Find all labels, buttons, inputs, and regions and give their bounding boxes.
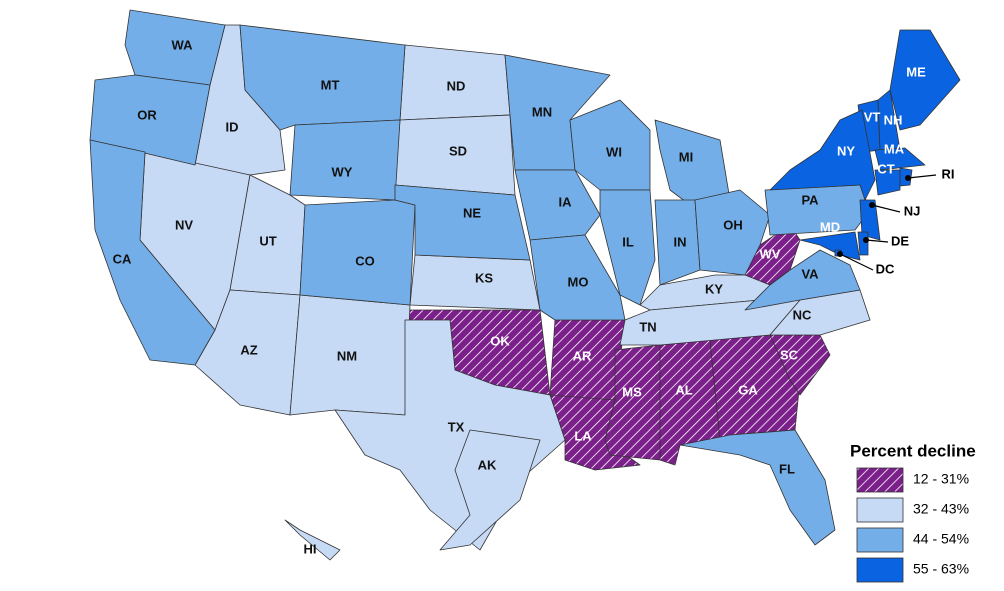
state-label: IA bbox=[559, 194, 573, 209]
state-label: ID bbox=[226, 119, 239, 134]
state-label: AL bbox=[675, 382, 692, 397]
state-label: OR bbox=[137, 107, 157, 122]
legend-title: Percent decline bbox=[850, 441, 976, 460]
state-label: NJ bbox=[904, 203, 921, 218]
state-label: SD bbox=[449, 143, 467, 158]
callout-line bbox=[865, 239, 889, 243]
state-label: MN bbox=[532, 104, 552, 119]
state-label: NH bbox=[884, 112, 903, 127]
state bbox=[599, 189, 656, 306]
state-label: NV bbox=[175, 217, 193, 232]
state-label: ND bbox=[447, 78, 466, 93]
legend-label: 12 - 31% bbox=[913, 471, 969, 487]
state bbox=[874, 169, 901, 196]
state bbox=[679, 429, 836, 546]
state-label: FL bbox=[779, 461, 795, 476]
state bbox=[857, 231, 869, 256]
callout-line bbox=[871, 204, 901, 213]
legend: 12 - 31% 32 - 43% 44 - 54% 55 - 63% bbox=[856, 467, 969, 583]
state bbox=[514, 169, 601, 241]
callout-line bbox=[907, 174, 937, 179]
state-label: HI bbox=[304, 541, 317, 556]
state bbox=[299, 199, 416, 306]
state-label: RI bbox=[942, 166, 955, 181]
state-label: ME bbox=[906, 64, 926, 79]
state-label: WA bbox=[172, 37, 194, 52]
state-label: IN bbox=[674, 234, 687, 249]
state-label: MD bbox=[820, 219, 840, 234]
state bbox=[289, 119, 401, 201]
state-label: SC bbox=[780, 347, 799, 362]
state-label: AZ bbox=[240, 342, 257, 357]
state-label: DE bbox=[891, 233, 909, 248]
state-label: KS bbox=[475, 270, 493, 285]
state-label: WV bbox=[760, 246, 781, 261]
state-label: KY bbox=[705, 281, 723, 296]
legend-label: 44 - 54% bbox=[913, 531, 969, 547]
state-label: NY bbox=[837, 143, 855, 158]
state bbox=[859, 199, 881, 241]
state-label: CO bbox=[355, 253, 375, 268]
state-label: CT bbox=[877, 161, 894, 176]
state bbox=[769, 109, 876, 201]
state bbox=[284, 519, 341, 561]
state-label: CA bbox=[113, 251, 132, 266]
state-label: MT bbox=[321, 77, 340, 92]
state bbox=[394, 184, 531, 261]
state-label: LA bbox=[574, 428, 592, 443]
state bbox=[889, 29, 961, 131]
state-label: TN bbox=[639, 319, 656, 334]
legend-label: 32 - 43% bbox=[913, 501, 969, 517]
state bbox=[529, 234, 626, 321]
state bbox=[769, 289, 871, 336]
state-label: NC bbox=[793, 307, 812, 322]
callout-dot bbox=[869, 202, 875, 208]
state bbox=[89, 74, 211, 166]
state-label: AK bbox=[478, 457, 497, 472]
state-label: VT bbox=[864, 109, 881, 124]
state bbox=[799, 231, 861, 261]
legend-swatch bbox=[856, 557, 904, 583]
state-label: TX bbox=[448, 419, 465, 434]
state-label: PA bbox=[801, 192, 819, 207]
state bbox=[694, 189, 771, 276]
callout-dot bbox=[863, 237, 869, 243]
state-label: UT bbox=[259, 233, 276, 248]
states bbox=[89, 9, 961, 561]
state-label: MI bbox=[679, 149, 693, 164]
state bbox=[744, 249, 861, 311]
state-label: OH bbox=[723, 217, 743, 232]
state-label: NE bbox=[463, 205, 481, 220]
callout-line bbox=[839, 253, 874, 271]
state-label: MA bbox=[884, 141, 905, 156]
state-label: WI bbox=[606, 144, 622, 159]
callout-dot bbox=[837, 251, 843, 257]
callout-dot bbox=[905, 175, 911, 181]
state bbox=[439, 429, 541, 551]
state-label: IL bbox=[622, 234, 634, 249]
state bbox=[89, 139, 216, 366]
state-label: NM bbox=[337, 348, 357, 363]
state-label: AR bbox=[573, 348, 592, 363]
state-label: GA bbox=[738, 382, 758, 397]
state-label: OK bbox=[490, 333, 510, 348]
state-label: DC bbox=[876, 261, 895, 276]
state-label: WY bbox=[332, 164, 353, 179]
state-labels: OK AR LA MS AL GA SC WV ID NV UT AZ NM TX ND SD KS KY TN NC… bbox=[113, 37, 955, 556]
state bbox=[874, 147, 926, 171]
legend-label: 55 - 63% bbox=[913, 561, 969, 577]
legend-swatch bbox=[856, 497, 904, 523]
legend-swatch bbox=[856, 527, 904, 553]
state-label: VA bbox=[801, 266, 819, 281]
state-label: MO bbox=[568, 274, 589, 289]
state-label: MS bbox=[622, 384, 642, 399]
legend-swatch bbox=[856, 467, 904, 493]
